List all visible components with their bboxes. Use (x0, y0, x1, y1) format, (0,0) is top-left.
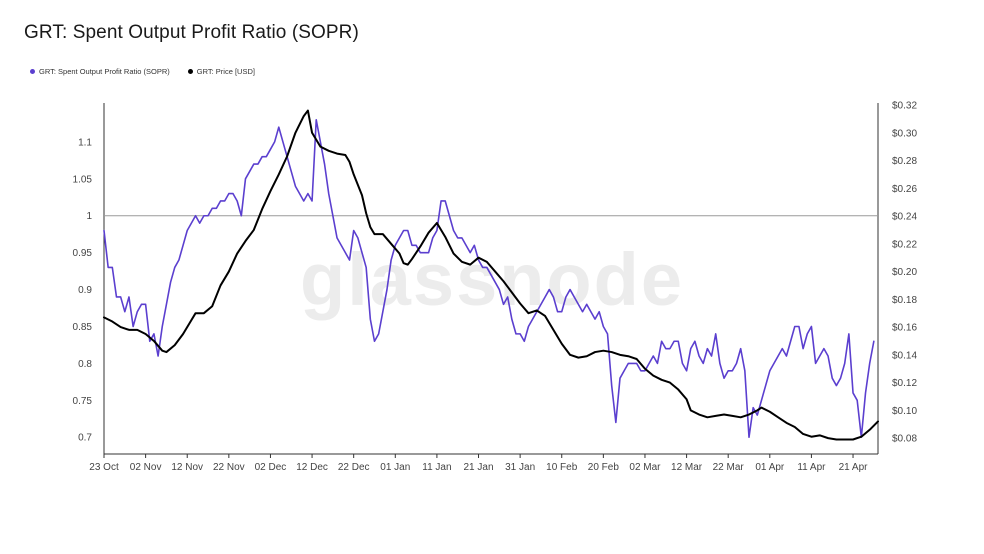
right-tick-label: $0.24 (892, 212, 917, 223)
left-tick-label: 0.8 (78, 359, 92, 370)
right-axis-ticks: $0.32 $0.30 $0.28 $0.26 $0.24 $0.22 $0.20 $0.18… (892, 101, 917, 445)
price-series-line (103, 109, 879, 441)
left-tick-label: 0.75 (73, 396, 93, 407)
right-tick-label: $0.32 (892, 101, 917, 112)
right-tick-label: $0.10 (892, 406, 917, 417)
sopr-series-line (103, 118, 875, 439)
x-tick-label: 10 Feb (546, 462, 578, 473)
legend-label-sopr: GRT: Spent Output Profit Ratio (SOPR) (39, 67, 170, 76)
legend-item-price[interactable]: GRT: Price [USD] (187, 67, 255, 76)
series-layer (103, 109, 879, 441)
x-tick-label: 01 Apr (755, 462, 785, 473)
x-tick-label: 02 Mar (629, 462, 661, 473)
right-tick-label: $0.28 (892, 156, 917, 167)
left-axis-ticks: 1.1 1.05 1 0.95 0.9 0.85 0.8 0.75 0.7 (73, 137, 93, 443)
watermark-logo: glassnode (300, 238, 684, 321)
right-tick-label: $0.18 (892, 295, 917, 306)
x-axis-ticks: 23 Oct 02 Nov 12 Nov 22 Nov 02 Dec 12 Dec 22 D… (89, 454, 868, 473)
x-tick-label: 22 Nov (213, 462, 245, 473)
x-tick-label: 22 Mar (713, 462, 745, 473)
right-tick-label: $0.14 (892, 350, 917, 361)
legend-item-sopr[interactable]: GRT: Spent Output Profit Ratio (SOPR) (30, 67, 170, 76)
right-tick-label: $0.30 (892, 128, 917, 139)
x-tick-label: 11 Jan (422, 462, 451, 473)
x-tick-label: 21 Apr (839, 462, 869, 473)
x-tick-label: 02 Dec (255, 462, 287, 473)
right-tick-label: $0.16 (892, 323, 917, 334)
left-tick-label: 0.9 (78, 285, 92, 296)
x-tick-label: 12 Dec (296, 462, 328, 473)
chart-title: GRT: Spent Output Profit Ratio (SOPR) (24, 22, 359, 43)
legend-dot-sopr (30, 69, 35, 74)
left-tick-label: 1 (86, 211, 92, 222)
x-tick-label: 23 Oct (89, 462, 119, 473)
left-tick-label: 0.7 (78, 433, 92, 444)
x-tick-label: 02 Nov (130, 462, 162, 473)
x-tick-label: 12 Mar (671, 462, 703, 473)
right-tick-label: $0.20 (892, 267, 917, 278)
legend-dot-price (187, 69, 193, 74)
x-tick-label: 22 Dec (338, 462, 370, 473)
legend: GRT: Spent Output Profit Ratio (SOPR) GR… (30, 67, 255, 76)
left-tick-label: 0.85 (73, 322, 93, 333)
x-tick-label: 31 Jan (505, 462, 535, 473)
left-tick-label: 1.1 (78, 137, 92, 148)
left-tick-label: 1.05 (73, 174, 93, 185)
x-tick-label: 01 Jan (380, 462, 410, 473)
x-tick-label: 12 Nov (171, 462, 203, 473)
legend-label-price: GRT: Price [USD] (196, 67, 255, 76)
grid-layer (103, 103, 879, 455)
right-tick-label: $0.26 (892, 184, 917, 195)
right-tick-label: $0.22 (892, 239, 917, 250)
left-tick-label: 0.95 (73, 248, 93, 259)
x-tick-label: 21 Jan (464, 462, 494, 473)
x-tick-label: 11 Apr (797, 462, 826, 473)
right-tick-label: $0.12 (892, 378, 917, 389)
x-tick-label: 20 Feb (588, 462, 620, 473)
right-tick-label: $0.08 (892, 434, 917, 445)
